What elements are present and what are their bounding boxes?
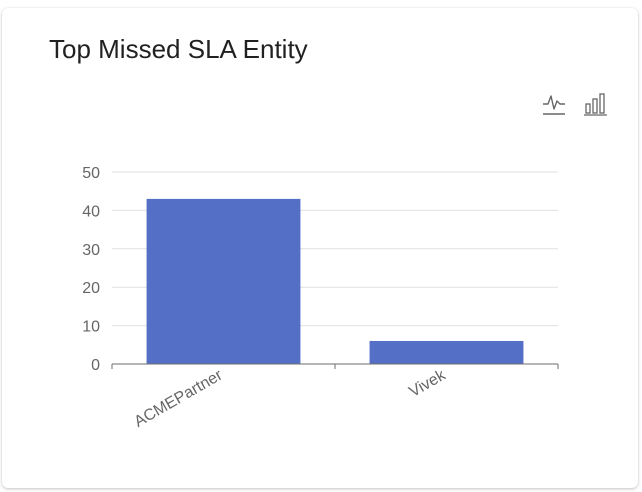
y-tick-label: 30 [82,242,100,259]
y-tick-label: 40 [82,203,100,220]
x-tick-labels: ACMEPartner Vivek [132,366,450,431]
bar-chart-icon [584,93,607,116]
x-tick-label: ACMEPartner [132,366,227,430]
bar [369,340,524,364]
y-tick-label: 0 [91,357,100,374]
chart-card: Top Missed SLA Entity [2,8,638,488]
y-tick-label: 50 [82,165,100,182]
y-tick-labels: 0 10 20 30 40 50 [82,165,100,374]
line-chart-button[interactable] [540,90,568,118]
card-title: Top Missed SLA Entity [49,34,308,64]
chart-toolbar [540,90,610,118]
bar-chart-button[interactable] [582,90,610,118]
y-tick-label: 10 [82,319,100,336]
axes [111,363,559,369]
y-tick-label: 20 [82,280,100,297]
x-tick-label: Vivek [406,366,449,401]
bar [146,198,301,364]
bars [146,198,524,364]
line-chart-icon [543,95,565,115]
